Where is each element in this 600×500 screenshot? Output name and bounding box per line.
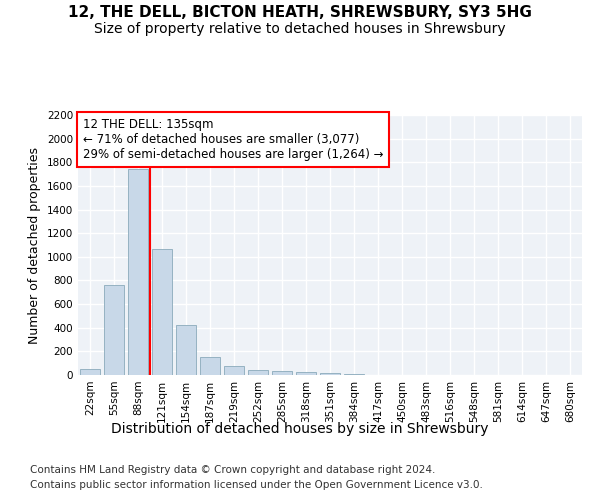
Bar — [248, 370, 268, 375]
Text: Contains HM Land Registry data © Crown copyright and database right 2024.: Contains HM Land Registry data © Crown c… — [30, 465, 436, 475]
Bar — [152, 248, 172, 375]
Text: 12, THE DELL, BICTON HEATH, SHREWSBURY, SY3 5HG: 12, THE DELL, BICTON HEATH, SHREWSBURY, … — [68, 5, 532, 20]
Bar — [272, 371, 292, 375]
Bar — [320, 373, 340, 375]
Text: Contains public sector information licensed under the Open Government Licence v3: Contains public sector information licen… — [30, 480, 483, 490]
Bar — [128, 170, 148, 375]
Bar — [344, 374, 364, 375]
Y-axis label: Number of detached properties: Number of detached properties — [28, 146, 41, 344]
Text: Size of property relative to detached houses in Shrewsbury: Size of property relative to detached ho… — [94, 22, 506, 36]
Bar — [176, 326, 196, 375]
Bar — [296, 372, 316, 375]
Bar — [104, 285, 124, 375]
Bar — [200, 356, 220, 375]
Bar — [80, 368, 100, 375]
Text: Distribution of detached houses by size in Shrewsbury: Distribution of detached houses by size … — [111, 422, 489, 436]
Bar — [224, 366, 244, 375]
Text: 12 THE DELL: 135sqm
← 71% of detached houses are smaller (3,077)
29% of semi-det: 12 THE DELL: 135sqm ← 71% of detached ho… — [83, 118, 383, 160]
